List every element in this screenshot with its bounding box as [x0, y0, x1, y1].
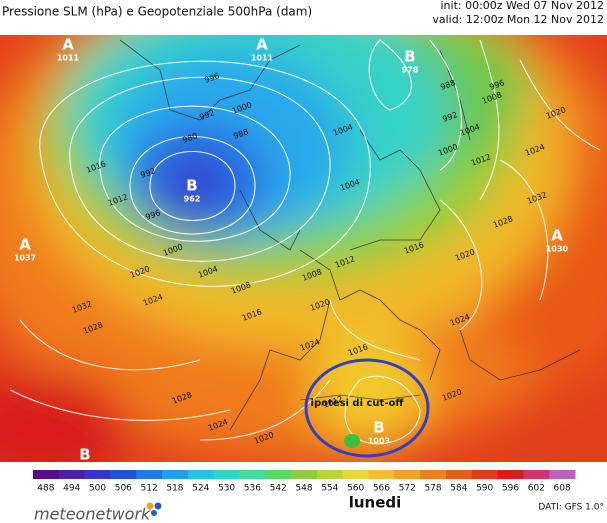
center-letter: B [404, 48, 415, 66]
valid-time: valid: 12:00z Mon 12 Nov 2012 [432, 13, 604, 26]
colorbar-swatch [187, 470, 215, 479]
colorbar-swatch [316, 470, 344, 479]
center-letter: B [79, 446, 90, 464]
colorbar-swatch [58, 470, 86, 479]
center-value: 1037 [14, 254, 36, 263]
logo-dot [146, 502, 154, 510]
colorbar-swatch [33, 470, 60, 479]
colorbar-swatch [84, 470, 111, 479]
colorbar-tick-label: 596 [502, 484, 519, 494]
logo-dot [154, 502, 162, 510]
annotation: ipotesi di cut-off [311, 398, 405, 409]
source: DATI: GFS 1.0° [538, 503, 604, 513]
colorbar-swatch [445, 470, 473, 479]
center-letter: A [62, 36, 74, 54]
colorbar-swatch [523, 470, 550, 479]
center-letter: A [256, 36, 268, 54]
colorbar-swatch [213, 470, 240, 479]
colorbar-tick-label: 578 [424, 484, 441, 494]
colorbar-swatch [291, 470, 318, 479]
colorbar-tick-label: 548 [295, 484, 312, 494]
colorbar: 488 494 500 506 512 518 524 530 536 542 548 554 560 5… [33, 470, 576, 494]
colorbar-swatch [265, 470, 292, 479]
center-letter: B [373, 419, 384, 437]
colorbar-swatch [342, 470, 370, 479]
colorbar-swatch [497, 470, 524, 479]
colorbar-tick-label: 602 [528, 484, 545, 494]
center-letter: A [551, 227, 563, 245]
colorbar-tick-label: 488 [37, 484, 54, 494]
colorbar-tick-label: 524 [192, 484, 209, 494]
colorbar-tick-label: 536 [244, 484, 261, 494]
colorbar-swatch [549, 470, 576, 479]
colorbar-tick-label: 494 [63, 484, 80, 494]
logo-dot [151, 510, 157, 516]
colorbar-swatch [162, 470, 189, 479]
colorbar-tick-label: 554 [321, 484, 338, 494]
colorbar-tick-label: 542 [270, 484, 287, 494]
init-time: init: 00:00z Wed 07 Nov 2012 [440, 0, 604, 12]
colorbar-tick-label: 530 [218, 484, 235, 494]
colorbar-swatch [471, 470, 499, 479]
center-value: 1011 [251, 54, 274, 63]
title: Pressione SLM (hPa) e Geopotenziale 500h… [2, 5, 312, 19]
center-value: 962 [184, 195, 201, 204]
brand: meteonetwork [34, 505, 151, 523]
colorbar-swatch [420, 470, 447, 479]
colorbar-tick-label: 584 [450, 484, 467, 494]
center-value: 1030 [546, 245, 569, 254]
colorbar-tick-label: 518 [166, 484, 183, 494]
colorbar-tick-label: 500 [89, 484, 106, 494]
center-value: 1011 [57, 54, 80, 63]
center-value: 978 [402, 66, 419, 75]
center-letter: A [19, 236, 31, 254]
colorbar-tick-label: 572 [399, 484, 416, 494]
colorbar-swatch [136, 470, 163, 479]
colorbar-swatch [394, 470, 421, 479]
colorbar-swatch [239, 470, 266, 479]
colorbar-tick-label: 566 [373, 484, 390, 494]
highlight-circle [304, 358, 430, 458]
colorbar-tick-label: 590 [476, 484, 493, 494]
center-letter: B [186, 177, 197, 195]
colorbar-tick-label: 608 [554, 484, 571, 494]
colorbar-tick-label: 506 [115, 484, 132, 494]
day-label: lunedi [349, 494, 402, 512]
colorbar-swatch [110, 470, 137, 479]
colorbar-swatch [368, 470, 395, 479]
colorbar-tick-label: 560 [347, 484, 364, 494]
colorbar-tick-label: 512 [141, 484, 158, 494]
center-value: 1003 [368, 437, 390, 446]
